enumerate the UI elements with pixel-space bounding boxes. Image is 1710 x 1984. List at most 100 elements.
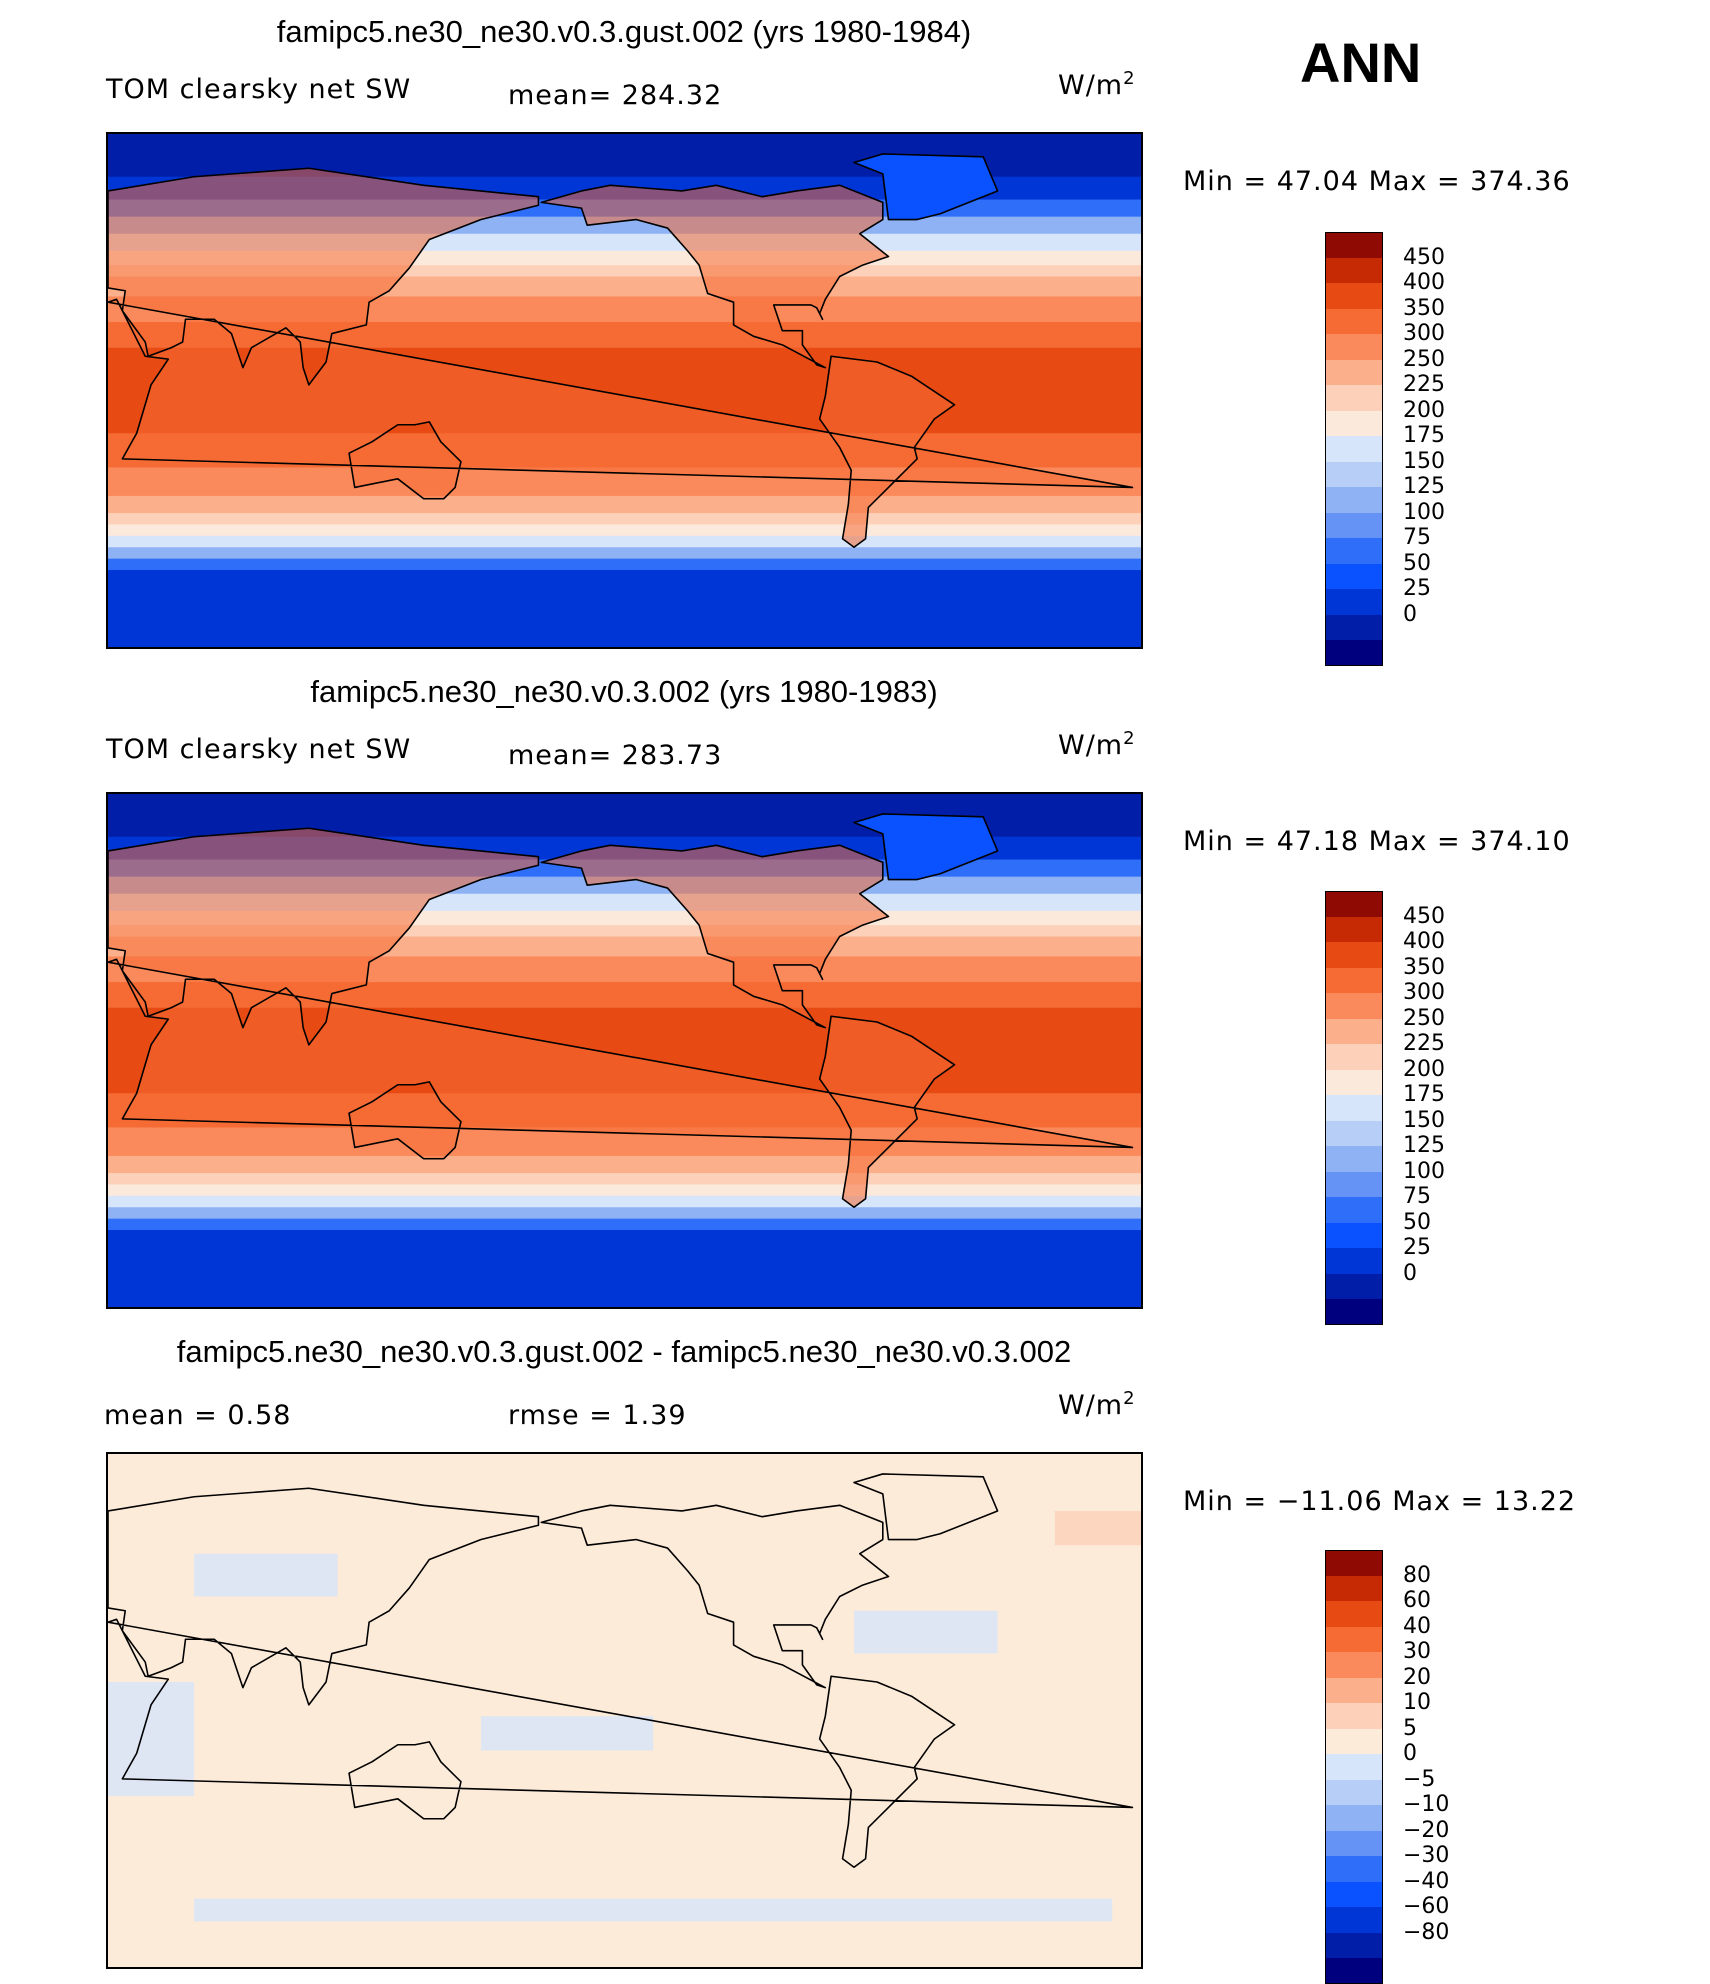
colorbar-swatch <box>1325 1728 1383 1754</box>
colorbar-swatch <box>1325 1044 1383 1070</box>
colorbar-swatch <box>1325 436 1383 462</box>
colorbar-tick-label: 125 <box>1403 1133 1445 1158</box>
colorbar-tick-label: 175 <box>1403 1082 1445 1107</box>
colorbar-swatch <box>1325 257 1383 283</box>
colorbar-tick-label: 0 <box>1403 601 1417 627</box>
colorbar-tick-label: 25 <box>1403 1235 1431 1260</box>
panel-3-minmax: Min = −11.06 Max = 13.22 <box>1183 1486 1577 1517</box>
colorbar-tick-label: 75 <box>1403 1184 1431 1209</box>
colorbar-swatch <box>1325 993 1383 1019</box>
colorbar-tick-label: 200 <box>1403 397 1445 423</box>
colorbar-tick-label: 30 <box>1403 1639 1431 1664</box>
colorbar-tick-label: 175 <box>1403 423 1445 448</box>
colorbar-tick-label: 400 <box>1403 270 1445 295</box>
panel-1-title: famipc5.ne30_ne30.v0.3.gust.002 (yrs 198… <box>276 14 972 49</box>
colorbar-tick-label: 100 <box>1403 499 1445 525</box>
colorbar-tick-label: 250 <box>1403 346 1445 372</box>
panel-2-units: W/m2 <box>1058 728 1136 761</box>
colorbar-swatch <box>1325 1575 1383 1601</box>
colorbar-swatch <box>1325 1222 1383 1248</box>
colorbar-tick-label: 0 <box>1403 1260 1417 1286</box>
colorbar-tick-label: −20 <box>1403 1817 1450 1843</box>
colorbar-swatch <box>1325 1273 1383 1299</box>
colorbar-swatch <box>1325 1550 1383 1576</box>
colorbar-tick-label: 100 <box>1403 1158 1445 1184</box>
colorbar-swatch <box>1325 563 1383 589</box>
colorbar-swatch <box>1325 1171 1383 1197</box>
panel-1-map <box>106 132 1143 649</box>
colorbar-swatch <box>1325 614 1383 640</box>
colorbar-tick-label: 300 <box>1403 321 1445 346</box>
panel-3-units: W/m2 <box>1058 1388 1136 1421</box>
colorbar-tick-label: −5 <box>1403 1766 1436 1792</box>
colorbar-tick-label: 25 <box>1403 576 1431 601</box>
colorbar-tick-label: 225 <box>1403 1031 1445 1056</box>
colorbar-swatch <box>1325 967 1383 993</box>
colorbar-swatch <box>1325 1805 1383 1831</box>
colorbar-swatch <box>1325 538 1383 564</box>
panel-3-title: famipc5.ne30_ne30.v0.3.gust.002 - famipc… <box>176 1334 1072 1369</box>
colorbar-swatch <box>1325 1779 1383 1805</box>
colorbar-swatch <box>1325 1197 1383 1223</box>
panel-2-variable-label: TOM clearsky net SW <box>106 734 412 765</box>
colorbar-tick-label: 60 <box>1403 1588 1431 1613</box>
colorbar-swatch <box>1325 1069 1383 1095</box>
colorbar-tick-label: 300 <box>1403 980 1445 1005</box>
colorbar-swatch <box>1325 1095 1383 1121</box>
colorbar-swatch <box>1325 1248 1383 1274</box>
colorbar-tick-label: −80 <box>1403 1919 1450 1945</box>
colorbar-tick-label: 250 <box>1403 1005 1445 1031</box>
panel-3-mean-label: mean = 0.58 <box>104 1400 292 1431</box>
colorbar-tick-label: 150 <box>1403 1107 1445 1133</box>
panel-1-minmax: Min = 47.04 Max = 374.36 <box>1183 166 1571 197</box>
colorbar-swatch <box>1325 334 1383 360</box>
colorbar-tick-label: 200 <box>1403 1056 1445 1082</box>
colorbar-swatch <box>1325 640 1383 666</box>
colorbar-swatch <box>1325 283 1383 309</box>
colorbar-swatch <box>1325 487 1383 513</box>
colorbar-swatch <box>1325 1601 1383 1627</box>
colorbar-tick-label: 80 <box>1403 1562 1431 1588</box>
colorbar-swatch <box>1325 1652 1383 1678</box>
colorbar-swatch <box>1325 1703 1383 1729</box>
colorbar-swatch <box>1325 916 1383 942</box>
colorbar-tick-label: 125 <box>1403 474 1445 499</box>
panel-1-units: W/m2 <box>1058 68 1136 101</box>
colorbar-swatch <box>1325 891 1383 917</box>
colorbar-tick-label: 225 <box>1403 372 1445 397</box>
colorbar-tick-label: 50 <box>1403 1209 1431 1235</box>
panel-1-mean-label: mean= 284.32 <box>508 80 723 111</box>
colorbar-swatch <box>1325 1830 1383 1856</box>
colorbar-tick-label: 5 <box>1403 1715 1417 1741</box>
colorbar-tick-label: −30 <box>1403 1843 1450 1868</box>
colorbar-swatch <box>1325 410 1383 436</box>
colorbar-tick-label: 350 <box>1403 954 1445 980</box>
colorbar-tick-label: 0 <box>1403 1741 1417 1766</box>
colorbar-tick-label: 10 <box>1403 1690 1431 1715</box>
colorbar-swatch <box>1325 942 1383 968</box>
colorbar-swatch <box>1325 308 1383 334</box>
colorbar-swatch <box>1325 1856 1383 1882</box>
colorbar-tick-label: −10 <box>1403 1792 1450 1817</box>
colorbar-swatch <box>1325 461 1383 487</box>
colorbar-swatch <box>1325 232 1383 258</box>
panel-2-minmax: Min = 47.18 Max = 374.10 <box>1183 826 1571 857</box>
colorbar-tick-label: 450 <box>1403 244 1445 270</box>
panel-3-map <box>106 1452 1143 1969</box>
colorbar-tick-label: 50 <box>1403 550 1431 576</box>
colorbar-swatch <box>1325 1018 1383 1044</box>
colorbar-tick-label: 400 <box>1403 929 1445 954</box>
colorbar-swatch <box>1325 1146 1383 1172</box>
colorbar-swatch <box>1325 1881 1383 1907</box>
panel-2-mean-label: mean= 283.73 <box>508 740 723 771</box>
colorbar-tick-label: −60 <box>1403 1894 1450 1919</box>
panel-3-rmse-label: rmse = 1.39 <box>508 1400 687 1431</box>
colorbar-swatch <box>1325 385 1383 411</box>
panel-2-map <box>106 792 1143 1309</box>
panel-2-title: famipc5.ne30_ne30.v0.3.002 (yrs 1980-198… <box>310 674 938 709</box>
colorbar-swatch <box>1325 1120 1383 1146</box>
colorbar-swatch <box>1325 1754 1383 1780</box>
colorbar-tick-label: 450 <box>1403 903 1445 929</box>
season-label: ANN <box>1300 31 1422 94</box>
panel-1-variable-label: TOM clearsky net SW <box>106 74 412 105</box>
